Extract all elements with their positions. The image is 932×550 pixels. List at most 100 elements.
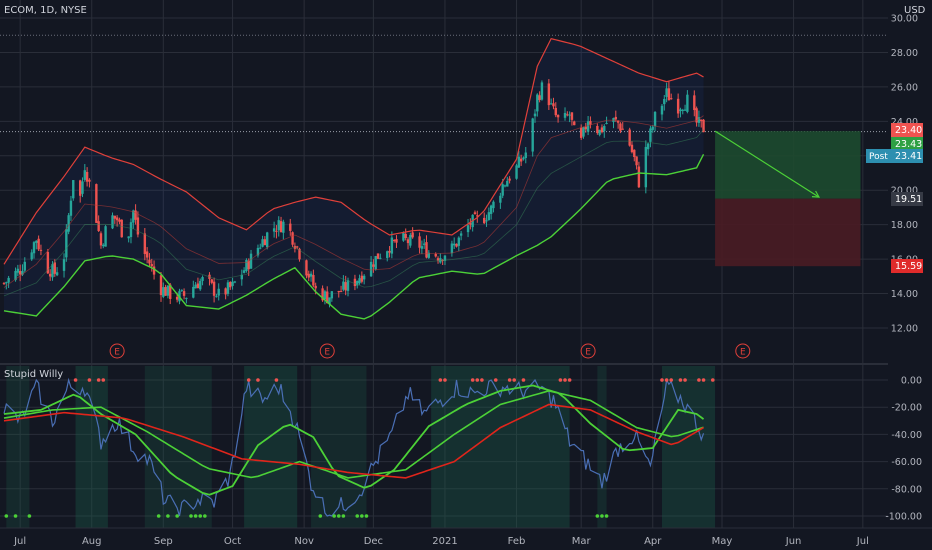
- candle-body: [501, 184, 504, 196]
- candle-body: [145, 251, 149, 258]
- indicator-tick-label: -80.00: [891, 484, 922, 495]
- candle-body: [492, 201, 495, 209]
- candle-body: [226, 282, 230, 294]
- candle-body: [14, 270, 17, 281]
- candle-body: [566, 114, 569, 116]
- bollinger-band-fill: [4, 38, 704, 319]
- candle-body: [275, 230, 278, 232]
- earnings-marker[interactable]: [735, 343, 751, 359]
- candle-body: [353, 278, 357, 287]
- oversold-dot: [332, 514, 336, 518]
- candle-body: [201, 277, 204, 281]
- bollinger-basis-lower: [3, 129, 704, 297]
- candle-body: [362, 275, 366, 280]
- candle-body: [111, 215, 114, 229]
- oversold-dot: [193, 514, 198, 518]
- indicator-pane[interactable]: [3, 366, 716, 528]
- candle-body: [35, 240, 38, 243]
- candle-body: [499, 195, 502, 203]
- candle-body: [700, 119, 703, 122]
- candle-body: [134, 210, 137, 220]
- candle-body: [127, 236, 130, 239]
- candle-body: [619, 123, 622, 131]
- indicator-zones: [6, 366, 716, 528]
- last-price-badge: 23.40: [891, 123, 923, 137]
- candle-body: [256, 247, 260, 256]
- candle-body: [531, 118, 534, 152]
- candle-body: [249, 253, 253, 269]
- oversold-dot: [364, 514, 369, 518]
- candle-body: [291, 232, 294, 245]
- candle-body: [231, 281, 234, 286]
- projection-line: [714, 130, 820, 198]
- candle-body: [102, 244, 105, 247]
- candle-body: [589, 121, 592, 125]
- candle-body: [524, 152, 527, 159]
- candle-body: [605, 122, 608, 124]
- candle-body: [175, 296, 179, 300]
- earnings-marker[interactable]: [109, 343, 125, 359]
- candle-body: [136, 217, 140, 235]
- candle-body: [305, 260, 308, 276]
- candle-body: [538, 95, 541, 100]
- time-tick-label: Aug: [82, 536, 102, 547]
- candle-body: [369, 261, 373, 277]
- candle-body: [196, 283, 200, 289]
- candle-body: [199, 280, 202, 290]
- candle-body: [282, 221, 285, 233]
- candle-body: [18, 271, 22, 275]
- overbought-dot: [563, 378, 567, 382]
- candle-body: [166, 285, 170, 296]
- candle-body: [443, 255, 447, 261]
- overbought-dot: [664, 378, 669, 382]
- willr-slow: [3, 403, 704, 479]
- candle-body: [263, 239, 267, 246]
- candle-body: [616, 120, 620, 123]
- candle-body: [118, 219, 121, 222]
- earnings-marker[interactable]: [580, 343, 596, 359]
- time-axis[interactable]: Jul Aug Sep Oct Nov Dec 2021 Feb Mar Apr May Jun Jul: [0, 527, 932, 547]
- svg-text:23.40: 23.40: [895, 125, 922, 136]
- earnings-marker-label: E: [585, 348, 591, 358]
- earnings-marker[interactable]: [319, 343, 335, 359]
- overbought-dot: [96, 378, 101, 382]
- candle-body: [379, 257, 382, 259]
- candle-body: [169, 284, 172, 299]
- candle-body: [651, 126, 654, 130]
- candle-body: [579, 127, 583, 138]
- overbought-dot: [438, 378, 443, 382]
- overbought-dot: [480, 378, 484, 382]
- time-tick-label: Dec: [364, 536, 383, 547]
- candle-body: [99, 233, 103, 246]
- candle-body: [326, 291, 329, 304]
- candle-body: [390, 237, 394, 254]
- candle-body: [215, 296, 218, 298]
- overbought-dot: [567, 378, 572, 382]
- indicator-lines: [3, 377, 705, 517]
- overbought-dot: [73, 378, 78, 382]
- candle-body: [517, 156, 521, 168]
- candle-body: [342, 281, 345, 290]
- candle-body: [586, 121, 590, 132]
- overbought-dot: [512, 378, 517, 382]
- candle-body: [48, 273, 52, 277]
- loss-zone: [715, 198, 861, 267]
- oversold-dot: [600, 514, 604, 518]
- candle-body: [683, 109, 687, 111]
- candle-body: [346, 280, 350, 291]
- time-tick-label: May: [712, 536, 733, 547]
- candle-body: [693, 95, 696, 111]
- profit-zone: [715, 131, 861, 199]
- oversold-dot: [166, 514, 170, 518]
- candle-body: [194, 284, 197, 289]
- oversold-dot: [156, 514, 161, 518]
- overbought-dot: [669, 378, 674, 382]
- candle-body: [129, 222, 133, 238]
- candle-body: [411, 232, 414, 238]
- candle-body: [65, 229, 68, 258]
- overbought-dot: [683, 378, 687, 382]
- target-price-badge: 19.51: [891, 192, 923, 206]
